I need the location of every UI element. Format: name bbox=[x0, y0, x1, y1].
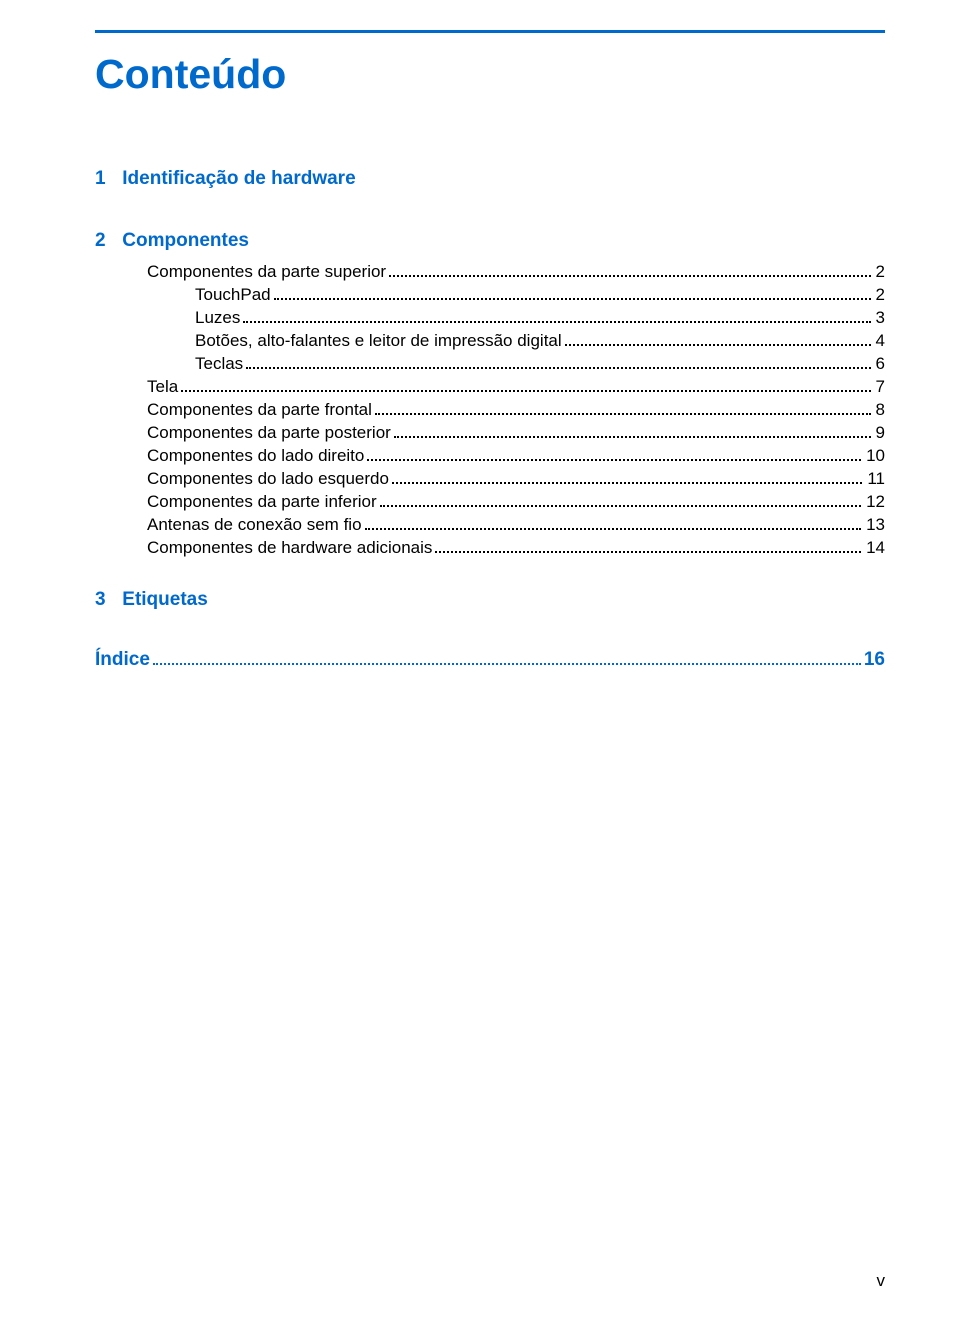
toc-page: 4 bbox=[874, 331, 885, 351]
toc-entry[interactable]: Componentes do lado direito 10 bbox=[95, 446, 885, 466]
toc-label: Componentes de hardware adicionais bbox=[147, 538, 432, 558]
section-spacer bbox=[95, 561, 885, 585]
toc-leader bbox=[435, 551, 861, 553]
toc-entry[interactable]: Antenas de conexão sem fio 13 bbox=[95, 515, 885, 535]
toc-entry[interactable]: Componentes da parte superior 2 bbox=[95, 262, 885, 282]
section-3-title: Etiquetas bbox=[122, 589, 208, 610]
toc-label: Componentes da parte inferior bbox=[147, 492, 377, 512]
toc-entry[interactable]: Teclas 6 bbox=[95, 354, 885, 374]
toc-page: 7 bbox=[874, 377, 885, 397]
toc-leader bbox=[274, 298, 871, 300]
toc-entry[interactable]: Tela 7 bbox=[95, 377, 885, 397]
toc-page: 6 bbox=[874, 354, 885, 374]
toc-page: 3 bbox=[874, 308, 885, 328]
toc-leader bbox=[375, 413, 871, 415]
toc-page: 14 bbox=[864, 538, 885, 558]
section-1-title: Identificação de hardware bbox=[122, 168, 355, 189]
toc-entry[interactable]: Luzes 3 bbox=[95, 308, 885, 328]
toc-page: 8 bbox=[874, 400, 885, 420]
toc-label: Componentes do lado esquerdo bbox=[147, 469, 389, 489]
header-rule bbox=[95, 30, 885, 33]
section-2-number: 2 bbox=[95, 230, 117, 252]
toc-label: Componentes da parte frontal bbox=[147, 400, 372, 420]
toc-label: Teclas bbox=[195, 354, 243, 374]
section-1-heading[interactable]: 1 Identificação de hardware bbox=[95, 168, 885, 190]
toc-page: 13 bbox=[864, 515, 885, 535]
toc-label: Tela bbox=[147, 377, 178, 397]
toc-page: 9 bbox=[874, 423, 885, 443]
toc-page: 12 bbox=[864, 492, 885, 512]
toc-entry[interactable]: Componentes do lado esquerdo 11 bbox=[95, 469, 885, 489]
section-spacer bbox=[95, 200, 885, 226]
toc-entry[interactable]: Botões, alto-falantes e leitor de impres… bbox=[95, 331, 885, 351]
toc-label: Luzes bbox=[195, 308, 240, 328]
page-title: Conteúdo bbox=[95, 51, 885, 98]
toc-leader bbox=[389, 275, 870, 277]
toc-label: Componentes da parte posterior bbox=[147, 423, 391, 443]
toc-label: TouchPad bbox=[195, 285, 271, 305]
toc-label: Componentes da parte superior bbox=[147, 262, 386, 282]
index-label: Índice bbox=[95, 649, 150, 671]
section-spacer bbox=[95, 621, 885, 645]
toc-leader bbox=[246, 367, 870, 369]
toc-leader bbox=[153, 663, 861, 665]
toc-entry[interactable]: Componentes da parte posterior 9 bbox=[95, 423, 885, 443]
toc-label: Antenas de conexão sem fio bbox=[147, 515, 362, 535]
section-3-number: 3 bbox=[95, 589, 117, 611]
toc-leader bbox=[394, 436, 871, 438]
toc-entry[interactable]: TouchPad 2 bbox=[95, 285, 885, 305]
toc-entry[interactable]: Componentes da parte frontal 8 bbox=[95, 400, 885, 420]
toc-leader bbox=[565, 344, 871, 346]
toc-page: 11 bbox=[865, 469, 885, 489]
toc-leader bbox=[367, 459, 861, 461]
toc-leader bbox=[181, 390, 870, 392]
toc-entry[interactable]: Componentes da parte inferior 12 bbox=[95, 492, 885, 512]
toc-label: Botões, alto-falantes e leitor de impres… bbox=[195, 331, 562, 351]
toc-page: 2 bbox=[874, 262, 885, 282]
toc-entry[interactable]: Componentes de hardware adicionais 14 bbox=[95, 538, 885, 558]
toc-leader bbox=[365, 528, 862, 530]
toc-leader bbox=[243, 321, 870, 323]
page-number: v bbox=[877, 1271, 886, 1291]
toc-leader bbox=[380, 505, 861, 507]
toc-label: Componentes do lado direito bbox=[147, 446, 364, 466]
toc-leader bbox=[392, 482, 862, 484]
index-page: 16 bbox=[864, 649, 885, 671]
section-2-heading[interactable]: 2 Componentes bbox=[95, 230, 885, 252]
index-heading[interactable]: Índice 16 bbox=[95, 649, 885, 671]
section-1-number: 1 bbox=[95, 168, 117, 190]
section-3-heading[interactable]: 3 Etiquetas bbox=[95, 589, 885, 611]
section-2-title: Componentes bbox=[122, 230, 249, 251]
toc-page: 2 bbox=[874, 285, 885, 305]
toc-page: 10 bbox=[864, 446, 885, 466]
